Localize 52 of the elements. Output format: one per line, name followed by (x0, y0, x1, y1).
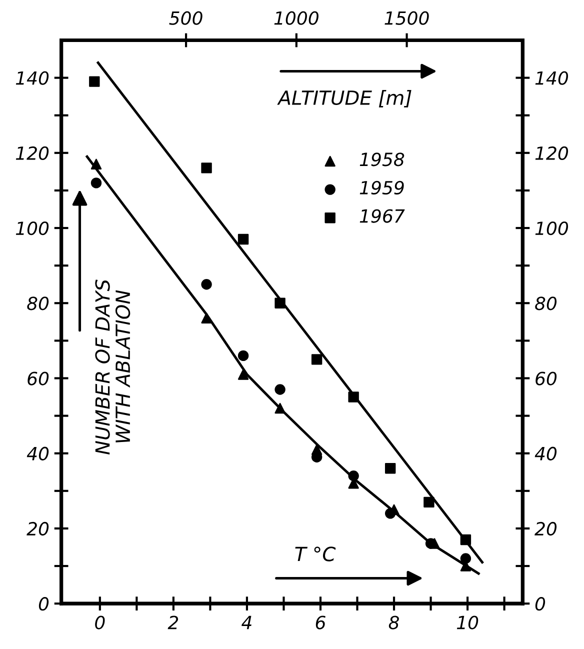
x-tick-label: 10 (456, 616, 478, 630)
point (238, 234, 249, 245)
y2-tick-label: 120 (535, 146, 568, 160)
y2-tick-label: 100 (535, 221, 568, 236)
y2-tick-label: 0 (535, 597, 546, 611)
point (424, 496, 434, 508)
x-tick-label: 8 (388, 616, 399, 630)
point (348, 470, 359, 482)
x-tick-label: 4 (242, 616, 252, 630)
point (460, 553, 472, 564)
y-tick-label: 0 (38, 597, 49, 611)
legend-label: 1967 (360, 209, 405, 223)
y-axis-title: NUMBER OF DAYS WITH ABLATION (95, 280, 130, 454)
point (274, 298, 286, 308)
point (274, 384, 286, 395)
y2-tick-label: 60 (536, 372, 557, 386)
point (238, 350, 249, 362)
legend-label: 1959 (360, 180, 404, 195)
point (429, 538, 440, 549)
y2-tick-label: 40 (534, 446, 557, 460)
point (89, 76, 100, 87)
y-tick-label: 20 (26, 522, 49, 536)
y-tick-label: 40 (26, 446, 49, 460)
y-tick-label: 120 (16, 146, 49, 160)
point (311, 354, 322, 365)
point (201, 278, 212, 290)
point (274, 402, 286, 414)
point (90, 158, 102, 170)
y2-tick-label: 20 (534, 522, 557, 536)
point (201, 162, 212, 174)
point (348, 392, 359, 402)
x-tick-label: 0 (95, 616, 105, 630)
y-tick-label: 140 (16, 71, 49, 85)
point (238, 369, 249, 380)
x2-tick-label: 1000 (274, 11, 318, 25)
x-tick-label: 2 (168, 616, 178, 630)
point (384, 463, 396, 474)
y-tick-label: 80 (27, 296, 49, 310)
point (201, 312, 212, 324)
y-tick-label: 100 (16, 221, 49, 236)
point (90, 178, 102, 188)
x2-tick-label: 500 (169, 11, 202, 25)
x2-tick-label: 1500 (384, 11, 429, 25)
x2-axis-title: ALTITUDE [m] (277, 90, 412, 108)
y-tick-label: 60 (28, 372, 49, 386)
point (460, 534, 472, 546)
point (311, 444, 322, 455)
y2-tick-label: 80 (535, 296, 557, 310)
x-tick-label: 6 (316, 616, 326, 630)
legend-label: 1958 (360, 152, 404, 166)
y2-tick-label: 140 (535, 71, 568, 85)
x-axis-title: T °C (295, 546, 336, 562)
